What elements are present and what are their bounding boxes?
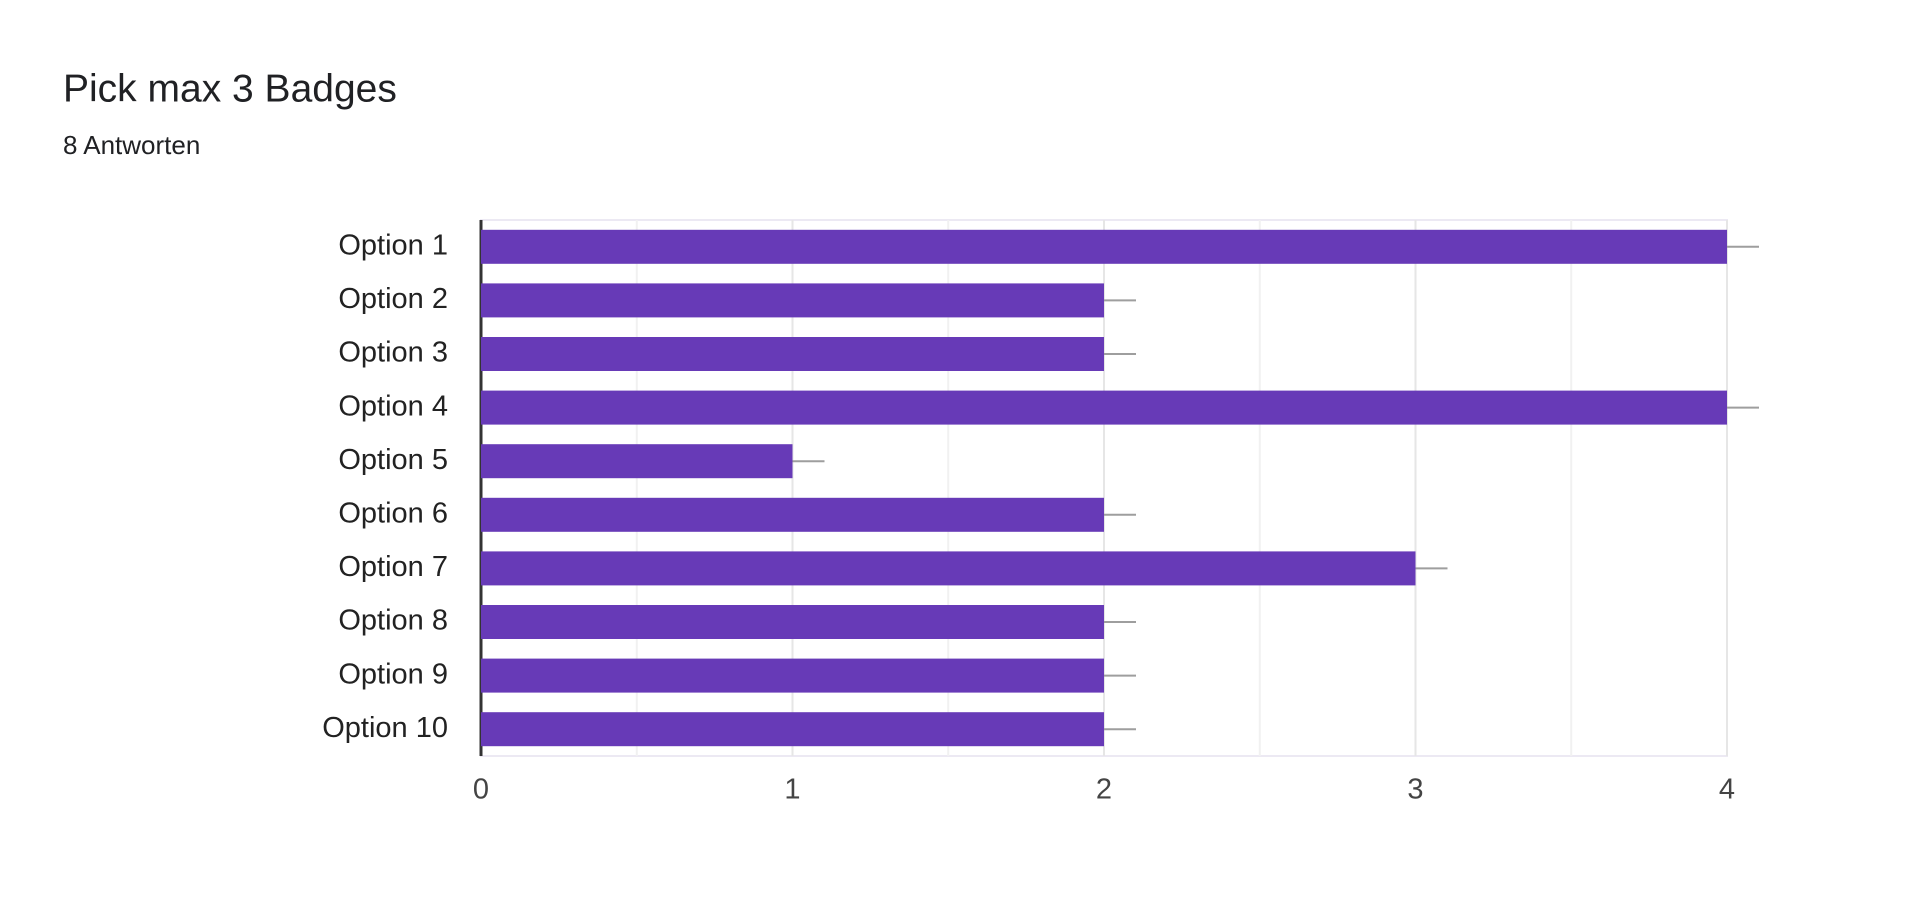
bar	[481, 229, 1727, 264]
bar	[481, 497, 1104, 532]
category-label: Option 7	[338, 551, 448, 583]
category-label: Option 6	[338, 497, 448, 529]
category-label: Option 1	[338, 229, 448, 261]
labels: 0 1 2 3 4 Option 1 Option 2 Option 3 Option 4 Opt…	[322, 229, 1735, 805]
category-label: Option 3	[338, 337, 448, 369]
x-tick-label: 0	[473, 774, 489, 806]
bar	[481, 551, 1416, 586]
category-label: Option 8	[338, 605, 448, 637]
chart-title: Pick max 3 Badges	[63, 67, 397, 110]
bar	[481, 712, 1104, 747]
bar	[481, 444, 793, 479]
category-label: Option 10	[322, 712, 448, 744]
x-tick-label: 2	[1096, 774, 1112, 806]
x-tick-label: 4	[1719, 774, 1735, 806]
bar	[481, 658, 1104, 693]
bar	[481, 283, 1104, 318]
category-label: Option 2	[338, 283, 448, 315]
category-label: Option 5	[338, 444, 448, 476]
chart-subtitle: 8 Antworten	[63, 130, 200, 160]
bars	[481, 229, 1759, 747]
bar	[481, 605, 1104, 639]
bar	[481, 390, 1727, 425]
x-tick-label: 1	[784, 774, 800, 806]
category-label: Option 9	[338, 658, 448, 690]
x-tick-label: 3	[1407, 774, 1423, 806]
bar	[481, 337, 1104, 371]
category-label: Option 4	[338, 390, 448, 422]
